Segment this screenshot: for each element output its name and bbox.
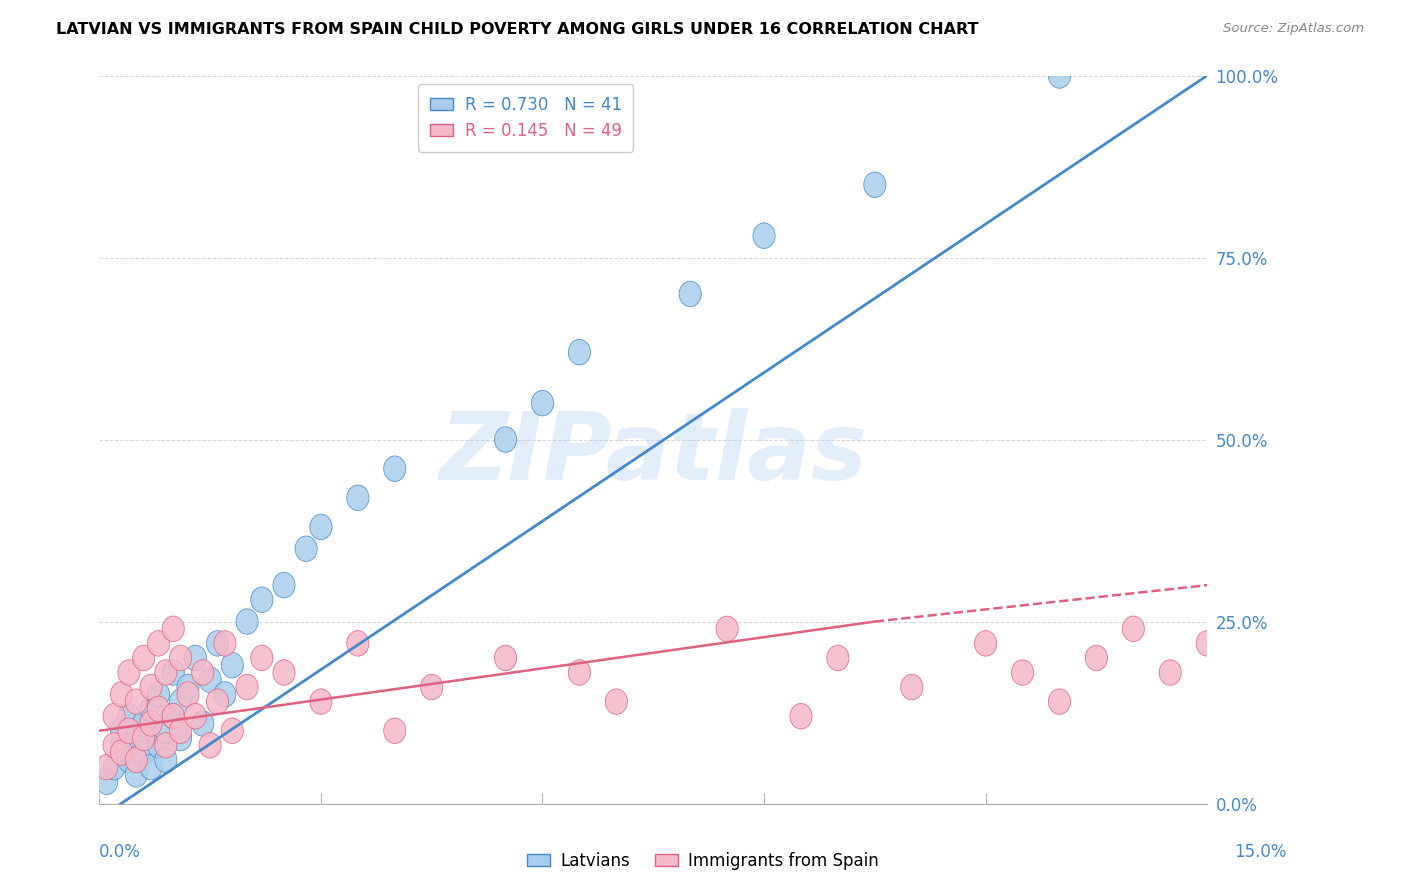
Ellipse shape: [1049, 689, 1070, 714]
Ellipse shape: [754, 223, 775, 249]
Ellipse shape: [125, 762, 148, 787]
Ellipse shape: [141, 696, 162, 722]
Ellipse shape: [170, 718, 191, 744]
Ellipse shape: [118, 718, 141, 744]
Ellipse shape: [207, 631, 229, 657]
Ellipse shape: [1085, 645, 1108, 671]
Ellipse shape: [125, 725, 148, 751]
Ellipse shape: [679, 281, 702, 307]
Ellipse shape: [1122, 616, 1144, 641]
Ellipse shape: [111, 739, 132, 765]
Ellipse shape: [200, 667, 221, 692]
Ellipse shape: [111, 718, 132, 744]
Text: Source: ZipAtlas.com: Source: ZipAtlas.com: [1223, 22, 1364, 36]
Ellipse shape: [716, 616, 738, 641]
Text: LATVIAN VS IMMIGRANTS FROM SPAIN CHILD POVERTY AMONG GIRLS UNDER 16 CORRELATION : LATVIAN VS IMMIGRANTS FROM SPAIN CHILD P…: [56, 22, 979, 37]
Ellipse shape: [605, 689, 627, 714]
Ellipse shape: [1049, 62, 1070, 88]
Ellipse shape: [221, 718, 243, 744]
Ellipse shape: [901, 674, 922, 700]
Ellipse shape: [191, 660, 214, 685]
Ellipse shape: [214, 631, 236, 657]
Ellipse shape: [495, 426, 516, 452]
Ellipse shape: [103, 732, 125, 758]
Ellipse shape: [177, 681, 200, 707]
Ellipse shape: [132, 711, 155, 736]
Ellipse shape: [827, 645, 849, 671]
Ellipse shape: [214, 681, 236, 707]
Ellipse shape: [148, 696, 170, 722]
Ellipse shape: [295, 536, 318, 561]
Ellipse shape: [309, 514, 332, 540]
Ellipse shape: [170, 725, 191, 751]
Ellipse shape: [148, 681, 170, 707]
Text: 15.0%: 15.0%: [1234, 843, 1286, 861]
Ellipse shape: [184, 704, 207, 729]
Ellipse shape: [118, 747, 141, 772]
Ellipse shape: [96, 769, 118, 795]
Ellipse shape: [236, 674, 259, 700]
Text: 0.0%: 0.0%: [98, 843, 141, 861]
Ellipse shape: [207, 689, 229, 714]
Ellipse shape: [148, 631, 170, 657]
Ellipse shape: [347, 485, 368, 510]
Ellipse shape: [273, 573, 295, 598]
Ellipse shape: [420, 674, 443, 700]
Ellipse shape: [1197, 631, 1218, 657]
Ellipse shape: [200, 732, 221, 758]
Ellipse shape: [531, 391, 554, 416]
Ellipse shape: [162, 616, 184, 641]
Ellipse shape: [236, 609, 259, 634]
Ellipse shape: [250, 587, 273, 613]
Ellipse shape: [155, 732, 177, 758]
Ellipse shape: [790, 704, 813, 729]
Ellipse shape: [184, 645, 207, 671]
Ellipse shape: [162, 660, 184, 685]
Ellipse shape: [96, 755, 118, 780]
Ellipse shape: [155, 660, 177, 685]
Ellipse shape: [132, 725, 155, 751]
Ellipse shape: [384, 718, 406, 744]
Ellipse shape: [148, 732, 170, 758]
Ellipse shape: [155, 747, 177, 772]
Ellipse shape: [347, 631, 368, 657]
Ellipse shape: [191, 711, 214, 736]
Ellipse shape: [495, 645, 516, 671]
Ellipse shape: [250, 645, 273, 671]
Ellipse shape: [309, 689, 332, 714]
Ellipse shape: [974, 631, 997, 657]
Text: ZIPatlas: ZIPatlas: [439, 409, 868, 500]
Ellipse shape: [162, 704, 184, 729]
Ellipse shape: [863, 172, 886, 197]
Legend: Latvians, Immigrants from Spain: Latvians, Immigrants from Spain: [520, 846, 886, 877]
Ellipse shape: [155, 718, 177, 744]
Ellipse shape: [384, 456, 406, 482]
Ellipse shape: [141, 755, 162, 780]
Ellipse shape: [221, 652, 243, 678]
Ellipse shape: [125, 747, 148, 772]
Legend: R = 0.730   N = 41, R = 0.145   N = 49: R = 0.730 N = 41, R = 0.145 N = 49: [418, 84, 633, 152]
Ellipse shape: [111, 732, 132, 758]
Ellipse shape: [568, 660, 591, 685]
Ellipse shape: [111, 681, 132, 707]
Ellipse shape: [170, 689, 191, 714]
Ellipse shape: [141, 711, 162, 736]
Ellipse shape: [103, 704, 125, 729]
Ellipse shape: [118, 704, 141, 729]
Ellipse shape: [568, 340, 591, 365]
Ellipse shape: [177, 674, 200, 700]
Ellipse shape: [125, 689, 148, 714]
Ellipse shape: [132, 739, 155, 765]
Ellipse shape: [273, 660, 295, 685]
Ellipse shape: [103, 755, 125, 780]
Ellipse shape: [162, 704, 184, 729]
Ellipse shape: [1011, 660, 1033, 685]
Ellipse shape: [132, 645, 155, 671]
Ellipse shape: [1159, 660, 1181, 685]
Ellipse shape: [141, 674, 162, 700]
Ellipse shape: [170, 645, 191, 671]
Ellipse shape: [118, 660, 141, 685]
